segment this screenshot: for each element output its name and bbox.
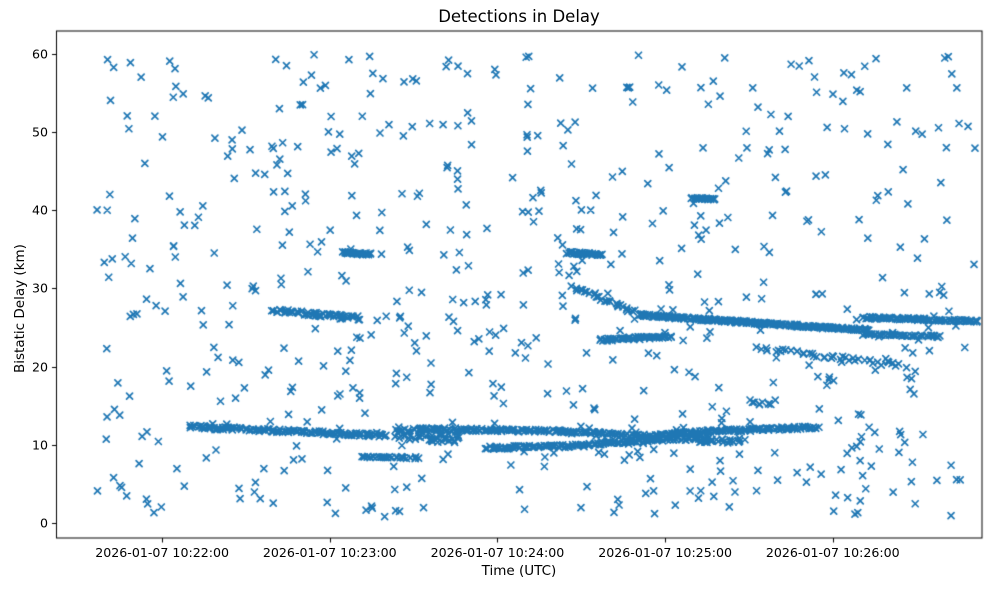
x-tick-label: 2026-01-07 10:23:00	[262, 545, 397, 560]
y-tick-label: 60	[31, 46, 48, 62]
x-tick-label: 2026-01-07 10:26:00	[765, 545, 900, 560]
x-axis-label: Time (UTC)	[481, 563, 557, 579]
y-tick-label: 40	[31, 202, 48, 218]
x-tick-label: 2026-01-07 10:25:00	[598, 545, 732, 560]
y-tick-label: 10	[31, 437, 48, 453]
y-tick-label: 20	[31, 359, 48, 375]
x-tick-label: 2026-01-07 10:24:00	[430, 545, 565, 560]
chart-title: Detections in Delay	[438, 7, 600, 26]
y-tick-label: 0	[39, 515, 48, 531]
x-tick-label: 2026-01-07 10:22:00	[95, 545, 230, 560]
y-tick-label: 30	[31, 280, 48, 296]
y-tick-label: 50	[31, 124, 48, 140]
y-axis-label: Bistatic Delay (km)	[12, 244, 28, 373]
